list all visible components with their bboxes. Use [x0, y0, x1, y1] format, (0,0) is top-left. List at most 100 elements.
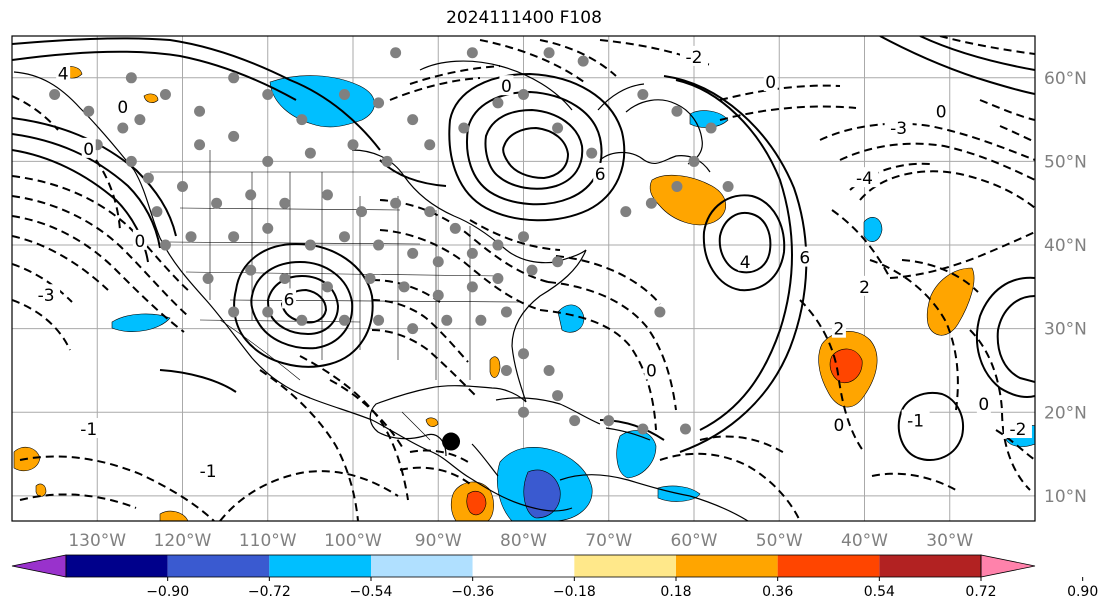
- contour-label: 2: [834, 320, 845, 340]
- contour-label-bg: [74, 418, 103, 439]
- contour-label: 6: [799, 249, 810, 269]
- station-marker: [177, 181, 188, 193]
- lon-tick-label: 90°W: [415, 531, 462, 551]
- station-marker: [262, 155, 274, 167]
- station-marker: [279, 273, 291, 284]
- station-marker: [620, 206, 632, 218]
- station-marker: [49, 89, 61, 101]
- contour-label-bg: [901, 409, 930, 430]
- contour-label-bg: [56, 62, 71, 83]
- station-marker: [194, 105, 206, 117]
- station-marker: [194, 139, 206, 151]
- contour-label-bg: [738, 250, 753, 271]
- station-marker: [671, 105, 683, 117]
- lon-tick-label: 120°W: [154, 531, 212, 551]
- contour-label-bg: [831, 317, 846, 338]
- station-marker: [705, 122, 717, 134]
- colorbar-tick-label: 0.54: [864, 584, 895, 600]
- colorbar-tick-label: 0.90: [1067, 584, 1098, 600]
- station-marker: [458, 122, 470, 134]
- contour-label-bg: [763, 70, 778, 91]
- gridlines: [12, 36, 1035, 521]
- contour-label: -1: [907, 412, 924, 432]
- colorbar-bin: [574, 555, 676, 577]
- lon-tick-label: 30°W: [926, 531, 973, 551]
- colorbar-extend-low: [11, 554, 67, 578]
- station-marker: [202, 273, 214, 284]
- contour-label: -1: [80, 420, 97, 440]
- station-marker: [228, 231, 240, 243]
- station-marker: [407, 247, 419, 259]
- colorbar-tick-label: 0.36: [762, 584, 793, 600]
- contour-label: 0: [501, 77, 512, 97]
- contours-negative: [12, 36, 1035, 521]
- contour-label-bg: [32, 284, 61, 305]
- station-marker: [185, 231, 197, 243]
- station-marker: [552, 122, 564, 134]
- lat-tick-label: 20°N: [1044, 403, 1087, 423]
- station-marker: [492, 97, 504, 109]
- lon-tick-label: 50°W: [756, 531, 803, 551]
- station-marker: [407, 323, 419, 335]
- station-markers: [49, 47, 734, 435]
- colorbar-tick-label: −0.36: [451, 584, 494, 600]
- location-marker: [442, 432, 461, 451]
- station-marker: [398, 281, 410, 293]
- lon-tick-label: 70°W: [585, 531, 632, 551]
- station-marker: [679, 423, 691, 435]
- lat-tick-label: 40°N: [1044, 236, 1087, 256]
- station-marker: [526, 264, 538, 276]
- colorbar-outline: [65, 554, 982, 578]
- colorbar-extend-high: [980, 554, 1036, 578]
- station-marker: [441, 314, 453, 326]
- station-marker: [159, 239, 171, 251]
- station-marker: [552, 390, 564, 402]
- station-marker: [356, 206, 368, 218]
- station-marker: [125, 72, 137, 84]
- station-marker: [688, 155, 700, 167]
- station-marker: [492, 273, 504, 284]
- station-marker: [424, 206, 436, 218]
- station-marker: [407, 114, 419, 126]
- contour-label: 0: [834, 416, 845, 436]
- lat-tick-label: 10°N: [1044, 487, 1087, 507]
- contour-label-bg: [194, 459, 223, 480]
- station-marker: [373, 314, 385, 326]
- colorbar-bin: [167, 555, 270, 577]
- station-marker: [518, 406, 529, 418]
- colorbar-bin: [371, 555, 473, 577]
- station-marker: [279, 197, 291, 209]
- station-marker: [83, 105, 95, 117]
- colorbar-bin: [472, 555, 575, 577]
- station-marker: [432, 256, 444, 268]
- contour-label-bg: [81, 137, 96, 158]
- station-marker: [373, 97, 385, 109]
- station-marker: [671, 181, 683, 193]
- station-marker: [304, 147, 316, 159]
- longitude-axis: 130°W 120°W 110°W 100°W 90°W 80°W 70°W 60°W 50°W…: [68, 531, 973, 551]
- contour-label: -4: [856, 169, 873, 189]
- station-marker: [125, 155, 137, 167]
- station-marker: [654, 306, 666, 318]
- contour-label-bg: [132, 229, 147, 250]
- contour-label-bg: [857, 275, 872, 296]
- contour-label: 6: [284, 290, 295, 310]
- station-marker: [338, 231, 350, 243]
- contour-label: 0: [646, 361, 657, 381]
- station-marker: [466, 47, 478, 59]
- station-marker: [262, 89, 274, 101]
- colorbar-bin: [269, 555, 371, 577]
- contour-labels: 6 6 6 4 -4 -3 -3 -2 -2 -1 -1 -1 0 0 0 0 0 0 0 0 0 2 2 4: [32, 45, 1032, 482]
- contour-label-bg: [850, 167, 879, 188]
- station-marker: [338, 89, 350, 101]
- colorbar-bin: [879, 555, 981, 577]
- station-marker: [466, 281, 478, 293]
- station-marker: [211, 197, 223, 209]
- contour-label: 4: [740, 253, 751, 273]
- lon-tick-label: 60°W: [671, 531, 718, 551]
- station-marker: [475, 314, 487, 326]
- station-marker: [296, 114, 308, 126]
- station-marker: [424, 139, 436, 151]
- contour-label-bg: [797, 246, 812, 267]
